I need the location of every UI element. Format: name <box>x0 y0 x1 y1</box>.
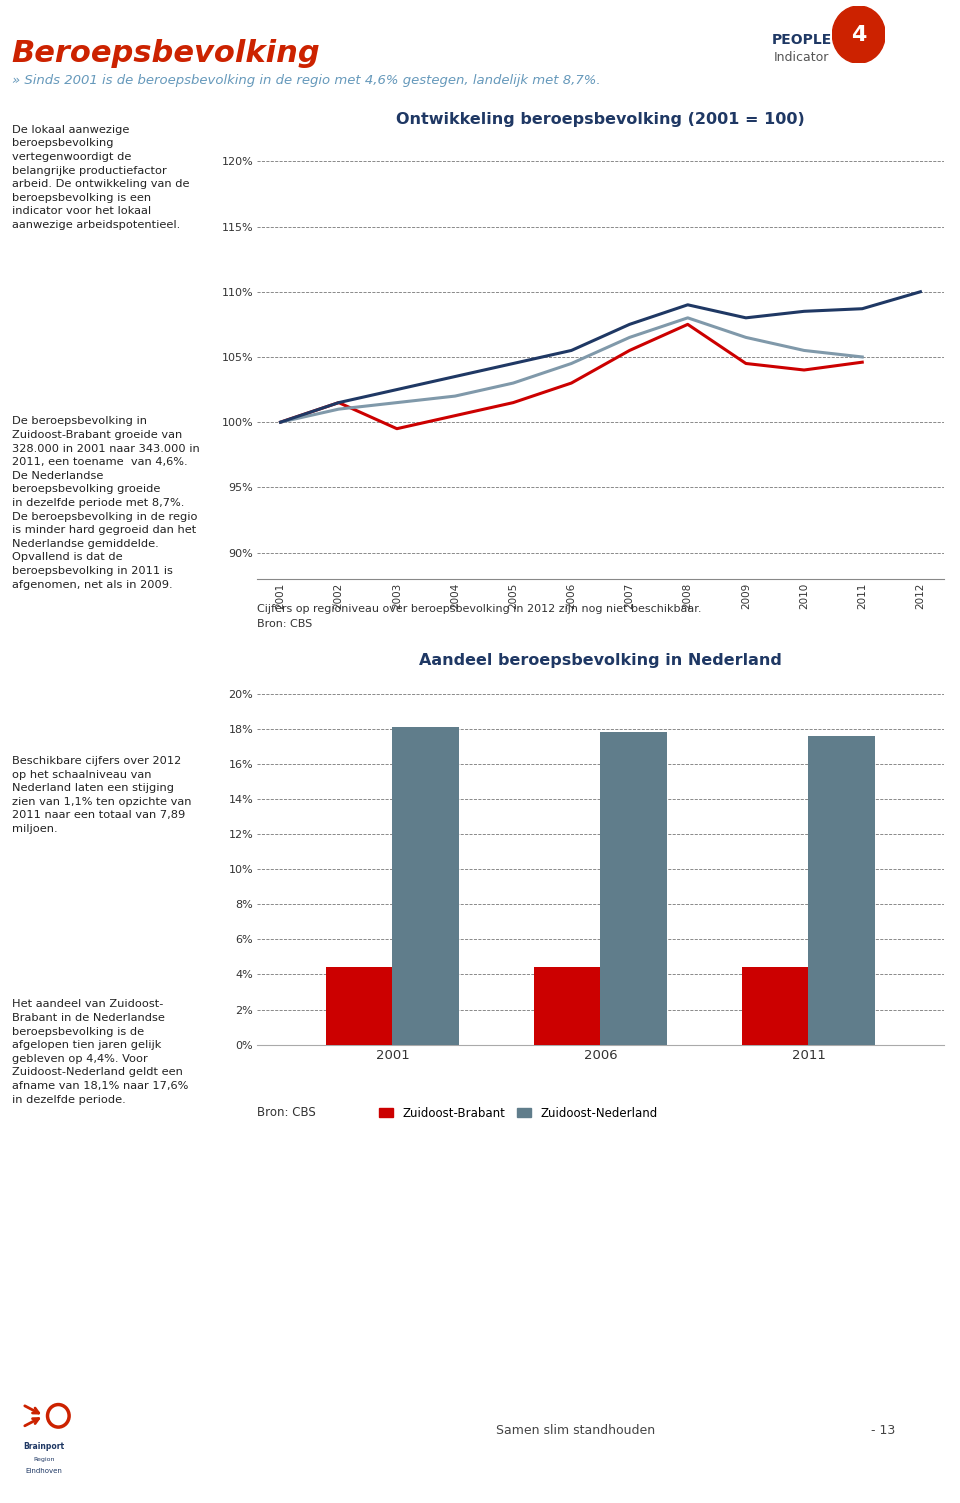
Circle shape <box>832 6 885 63</box>
Title: Ontwikkeling beroepsbevolking (2001 = 100): Ontwikkeling beroepsbevolking (2001 = 10… <box>396 113 804 128</box>
Text: Brainport: Brainport <box>23 1443 64 1450</box>
Bar <box>326 968 393 1045</box>
Text: Hoe staat Brainport Regio
Eindhoven  ervoor?: Hoe staat Brainport Regio Eindhoven ervo… <box>13 368 186 398</box>
Text: Region: Region <box>34 1458 55 1462</box>
Bar <box>601 732 667 1045</box>
Legend: Zuidoost-Brabant, Zuidoost-Nederland: Zuidoost-Brabant, Zuidoost-Nederland <box>373 1102 662 1124</box>
Title: Aandeel beroepsbevolking in Nederland: Aandeel beroepsbevolking in Nederland <box>420 654 781 669</box>
Text: 4: 4 <box>851 24 867 45</box>
Text: Waarom is deze indicator
belangrijk?: Waarom is deze indicator belangrijk? <box>13 77 181 107</box>
Text: Samen slim standhouden: Samen slim standhouden <box>496 1425 656 1437</box>
Text: Het aandeel van Zuidoost-
Brabant in de Nederlandse
beroepsbevolking is de
afgel: Het aandeel van Zuidoost- Brabant in de … <box>12 999 188 1105</box>
Text: Indicator: Indicator <box>774 51 829 65</box>
Bar <box>808 736 876 1045</box>
Legend: Zuidoost-Brabant, Zuidoost-Nederland, Nederland: Zuidoost-Brabant, Zuidoost-Nederland, Ne… <box>385 709 816 730</box>
Text: PEOPLE: PEOPLE <box>772 33 831 47</box>
Text: - 13: - 13 <box>871 1425 896 1437</box>
Bar <box>742 968 808 1045</box>
Text: De beroepsbevolking in
Zuidoost-Brabant groeide van
328.000 in 2001 naar 343.000: De beroepsbevolking in Zuidoost-Brabant … <box>12 416 200 589</box>
Bar <box>534 968 601 1045</box>
Text: Bron: CBS: Bron: CBS <box>257 1106 316 1120</box>
Text: Eindhoven: Eindhoven <box>26 1468 62 1474</box>
Text: Bron: CBS: Bron: CBS <box>257 619 313 630</box>
Text: Cijfers op regioniveau over beroepsbevolking in 2012 zijn nog niet beschikbaar.: Cijfers op regioniveau over beroepsbevol… <box>257 604 702 615</box>
Bar <box>393 727 459 1045</box>
Text: De lokaal aanwezige
beroepsbevolking
vertegenwoordigt de
belangrijke productiefa: De lokaal aanwezige beroepsbevolking ver… <box>12 125 189 230</box>
Text: Beschikbare cijfers over 2012
op het schaalniveau van
Nederland laten een stijgi: Beschikbare cijfers over 2012 op het sch… <box>12 756 191 834</box>
Text: Beroepsbevolking: Beroepsbevolking <box>12 39 321 68</box>
Text: » Sinds 2001 is de beroepsbevolking in de regio met 4,6% gestegen, landelijk met: » Sinds 2001 is de beroepsbevolking in d… <box>12 74 600 87</box>
